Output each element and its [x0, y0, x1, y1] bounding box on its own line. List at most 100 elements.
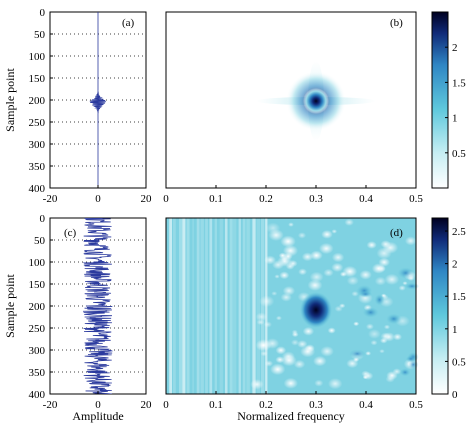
spot — [297, 232, 307, 239]
spot — [265, 338, 280, 349]
colorbar-tick-label: 1 — [452, 113, 458, 125]
stripe — [214, 218, 217, 394]
spot — [270, 363, 286, 376]
spot — [331, 252, 345, 263]
spot — [323, 268, 334, 277]
colorbar-tick-label: 0.5 — [452, 148, 466, 160]
panel-c-x-ticks: -20 0 20 — [43, 391, 152, 411]
y-tick-label: 250 — [29, 323, 46, 335]
panel-a-trace — [89, 12, 107, 188]
spot — [365, 351, 372, 356]
panel-c-y-ticks: 0 50 100 150 200 250 300 350 400 — [29, 213, 53, 401]
panel-a-x-ticks: -20 0 20 — [43, 185, 152, 205]
spot — [280, 235, 296, 248]
dark-spot — [405, 355, 417, 363]
x-tick-label: 0.2 — [259, 399, 273, 411]
spot — [263, 321, 272, 328]
spot — [279, 271, 290, 280]
panel-c: (c) 0 50 100 150 200 250 300 350 400 -20 0 20 Samp… — [3, 213, 152, 423]
x-tick-label: 0.4 — [359, 193, 373, 205]
panel-b-peak — [303, 88, 329, 114]
x-tick-label: 20 — [141, 399, 153, 411]
x-tick-label: 0 — [163, 193, 169, 205]
panel-d-stripes — [169, 218, 268, 394]
y-tick-label: 0 — [40, 213, 46, 225]
dark-spot — [358, 290, 373, 298]
stripe — [229, 218, 233, 394]
spot — [291, 339, 299, 346]
x-tick-label: 0.1 — [209, 399, 223, 411]
spot — [346, 276, 359, 286]
x-tick-label: 0 — [95, 193, 101, 205]
stripe — [232, 218, 237, 394]
x-tick-label: 0 — [163, 399, 169, 411]
spot — [264, 360, 274, 367]
panel-d-label: (d) — [390, 227, 403, 239]
y-tick-label: 0 — [40, 7, 46, 19]
spot — [353, 321, 360, 327]
spot — [275, 346, 287, 355]
stripe — [256, 218, 261, 394]
x-tick-label: 0 — [95, 399, 101, 411]
spot — [374, 276, 387, 286]
spot — [291, 331, 299, 338]
colorbar-tick-label: 1.5 — [452, 291, 466, 303]
dark-spot — [374, 294, 385, 306]
x-tick-label: 0.3 — [309, 399, 323, 411]
spot — [339, 271, 347, 277]
spot — [331, 262, 344, 272]
panel-c-trace — [82, 218, 114, 394]
colorbar-bottom-bar — [431, 217, 449, 395]
y-tick-label: 400 — [29, 389, 46, 401]
spot — [328, 378, 343, 390]
y-tick-label: 50 — [34, 29, 46, 41]
spot — [313, 355, 327, 367]
spot — [264, 255, 276, 265]
y-tick-label: 100 — [29, 257, 46, 269]
spot — [384, 273, 400, 285]
stripe — [196, 218, 200, 394]
x-tick-label: -20 — [43, 399, 58, 411]
spot — [272, 260, 285, 270]
panel-b: (b) 0 0.1 0.2 0.3 0.4 0.5 — [163, 11, 423, 205]
panel-d-x-ticks: 0 0.1 0.2 0.3 0.4 0.5 — [163, 391, 423, 411]
stripe — [252, 218, 256, 394]
spot — [300, 345, 316, 358]
colorbar-bottom-ticks: 0 0.5 1 1.5 2 2.5 — [445, 226, 466, 401]
x-tick-label: 0.3 — [309, 193, 323, 205]
panel-a-label: (a) — [122, 17, 135, 29]
spot — [378, 257, 391, 267]
stripe — [172, 218, 176, 394]
spot — [260, 350, 268, 357]
dark-spot — [404, 282, 420, 290]
spot — [275, 356, 285, 364]
y-tick-label: 300 — [29, 139, 46, 151]
colorbar-tick-label: 2.5 — [452, 226, 466, 238]
spot — [255, 312, 268, 322]
spot — [344, 218, 354, 226]
dark-spot — [386, 313, 402, 325]
panel-a-y-axis-label: Sample point — [3, 68, 17, 132]
colorbar-tick-label: 1.5 — [452, 77, 466, 89]
dark-spot — [349, 349, 366, 359]
stripe — [209, 218, 213, 394]
spot — [282, 286, 296, 296]
stripe — [186, 218, 190, 394]
spot — [346, 358, 359, 369]
stripe — [219, 218, 223, 394]
y-tick-label: 200 — [29, 95, 46, 107]
stripe — [192, 218, 194, 394]
colorbar-tick-label: 2 — [452, 259, 458, 271]
spot — [366, 241, 377, 249]
x-tick-label: 0.4 — [359, 399, 373, 411]
spot — [370, 340, 378, 346]
stripe — [242, 218, 246, 394]
spot — [362, 371, 374, 380]
dark-spot — [362, 307, 379, 318]
spot — [274, 274, 280, 279]
spot — [302, 326, 315, 336]
y-tick-label: 350 — [29, 367, 46, 379]
spot — [293, 359, 306, 369]
spot — [250, 379, 264, 390]
stripe — [179, 218, 183, 394]
